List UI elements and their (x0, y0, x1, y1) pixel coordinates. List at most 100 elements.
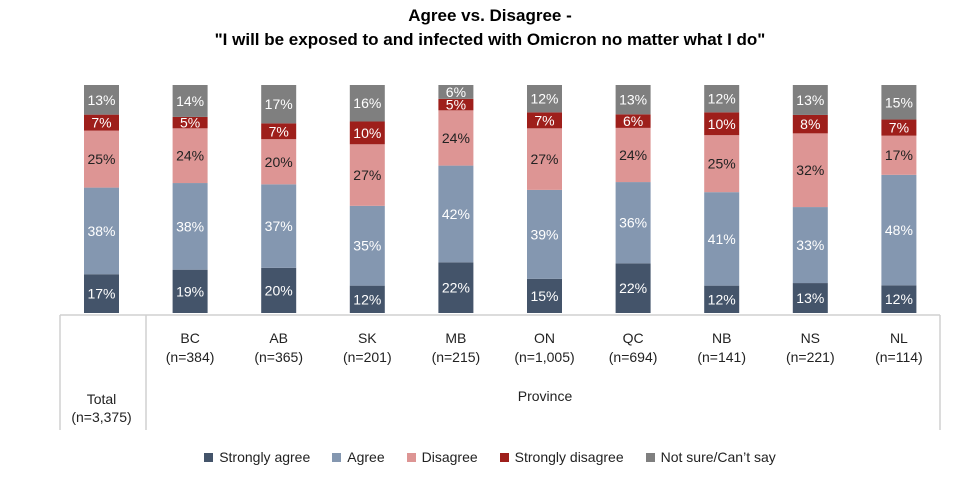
category-n-label: (n=114) (875, 349, 923, 365)
data-label: 37% (265, 218, 293, 234)
bar-segment (527, 278, 562, 313)
bar-segment (881, 135, 917, 175)
data-label: 42% (442, 206, 470, 222)
data-label: 10% (353, 125, 381, 141)
data-label: 13% (796, 290, 824, 306)
category-label: ON (534, 330, 555, 346)
category-n-label: (n=3,375) (71, 409, 131, 425)
bar-segment (349, 85, 385, 122)
data-label: 7% (91, 115, 111, 131)
legend-label: Strongly disagree (514, 449, 624, 465)
bar-segment (349, 285, 385, 313)
data-label: 33% (796, 237, 824, 253)
legend-swatch (645, 452, 655, 462)
bar-segment (881, 174, 917, 286)
data-label: 15% (885, 94, 913, 110)
data-label: 15% (530, 288, 558, 304)
bar-segment (792, 133, 828, 208)
bar-segment (172, 183, 208, 270)
legend-item: Strongly agree (204, 449, 310, 465)
data-label: 5% (180, 115, 200, 131)
legend-item: Disagree (406, 449, 478, 465)
data-label: 22% (619, 280, 647, 296)
data-label: 41% (708, 231, 736, 247)
bar-segment (615, 85, 651, 115)
data-label: 13% (619, 92, 647, 108)
legend-label: Strongly agree (219, 449, 311, 465)
legend-swatch (406, 452, 416, 462)
bar-segment (792, 85, 828, 115)
legend-label: Disagree (421, 449, 478, 465)
bar-segment (792, 207, 828, 284)
category-n-label: (n=694) (609, 349, 658, 365)
bar-segment (84, 187, 119, 275)
data-label: 35% (353, 238, 381, 254)
legend: Strongly agree Agree Disagree Strongly disa… (0, 449, 980, 465)
bar-segment (704, 85, 740, 113)
bar-segment (172, 269, 208, 313)
bar-segment (84, 114, 119, 131)
category-n-label: (n=365) (254, 349, 303, 365)
bar-segment (261, 123, 297, 140)
bar-segment (349, 121, 385, 145)
category-label: QC (623, 330, 644, 346)
bar-segment (615, 127, 651, 183)
bar-segment (792, 114, 828, 134)
data-label: 13% (87, 92, 115, 108)
bar-segment (261, 184, 297, 268)
category-label: SK (358, 330, 377, 346)
category-label: AB (269, 330, 288, 346)
bar-segment (881, 285, 917, 313)
bar-segment (615, 114, 651, 128)
data-label: 10% (708, 116, 736, 132)
bar-segment (704, 285, 740, 313)
bar-segment (438, 110, 474, 166)
category-label: NS (801, 330, 820, 346)
bar-segment (527, 189, 562, 279)
category-label: Total (87, 391, 117, 407)
data-label: 5% (446, 97, 466, 113)
data-label: 32% (796, 162, 824, 178)
bar-segment (84, 85, 119, 115)
data-label: 12% (353, 291, 381, 307)
bar-segment (349, 144, 385, 206)
data-label: 16% (353, 95, 381, 111)
bar-segment (881, 119, 917, 136)
bar-segment (615, 182, 651, 264)
bar-segment (527, 85, 562, 113)
data-label: 24% (619, 147, 647, 163)
group-label: Province (518, 388, 573, 404)
data-label: 12% (708, 291, 736, 307)
bar-segment (261, 267, 297, 313)
bar-segment (84, 274, 119, 313)
legend-item: Agree (332, 449, 385, 465)
data-label: 39% (530, 226, 558, 242)
category-n-label: (n=201) (343, 349, 392, 365)
legend-item: Not sure/Can’t say (645, 449, 776, 465)
data-label: 13% (796, 92, 824, 108)
legend-swatch (204, 452, 214, 462)
bar-segment (84, 130, 119, 188)
stacked-bar-chart: 17% 38% 25% 7% 13% Total (n=3,375) 19% 38% 24% 5% 1… (59, 84, 941, 430)
bar-segment (438, 98, 474, 111)
bar-segment (881, 85, 917, 120)
bar-segment (704, 135, 740, 193)
bar-segment (438, 85, 474, 99)
data-label: 17% (265, 96, 293, 112)
legend-label: Not sure/Can’t say (660, 449, 776, 465)
legend-item: Strongly disagree (499, 449, 624, 465)
data-label: 27% (353, 167, 381, 183)
data-label: 22% (442, 280, 470, 296)
bar-segment (172, 116, 208, 129)
legend-swatch (332, 452, 342, 462)
bar-segment (172, 128, 208, 184)
data-label: 19% (176, 283, 204, 299)
bar-segment (527, 112, 562, 129)
data-label: 12% (708, 91, 736, 107)
data-label: 7% (534, 112, 554, 128)
bar-segment (438, 262, 474, 313)
bar-segment (704, 192, 740, 286)
category-n-label: (n=1,005) (514, 349, 574, 365)
chart-title-line2: "I will be exposed to and infected with … (214, 30, 766, 49)
data-label: 8% (800, 116, 820, 132)
